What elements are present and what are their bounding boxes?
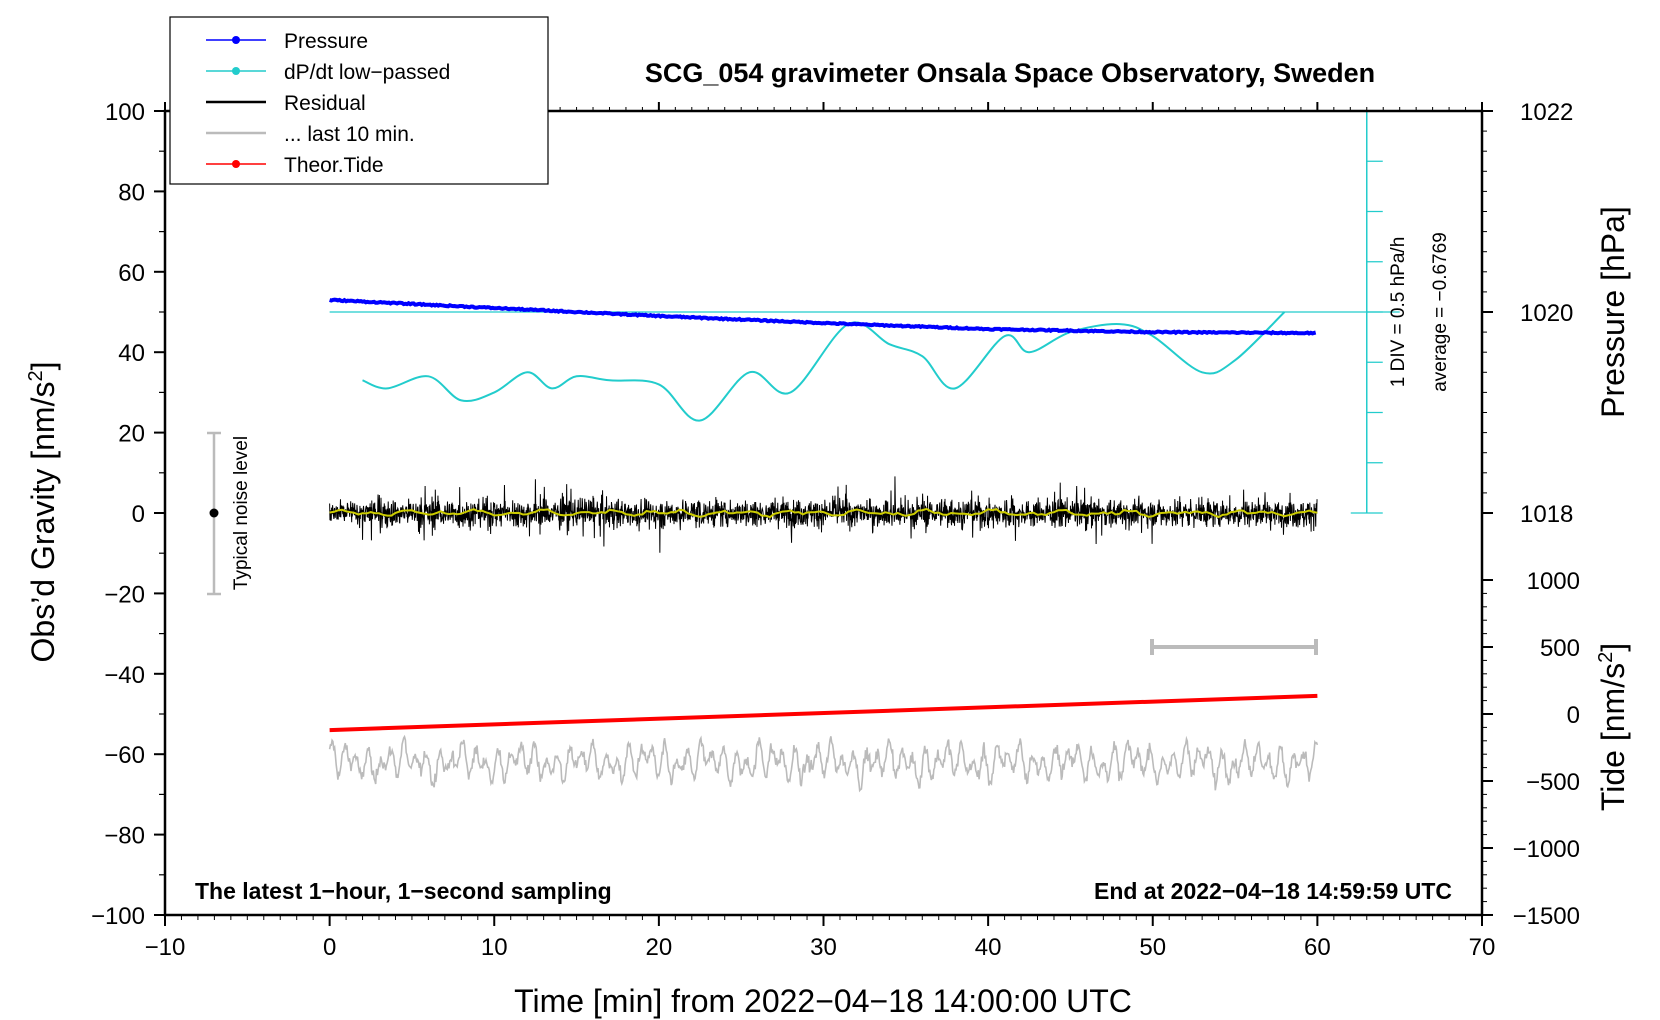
legend-box	[169, 16, 549, 185]
y-tick-label: 80	[118, 179, 145, 206]
residual-smoothed-line	[329, 507, 1318, 519]
legend-label: Pressure	[284, 30, 368, 53]
x-tick-label: 50	[1139, 934, 1166, 961]
legend: Pressure dP/dt low−passed Residual ... l…	[169, 16, 549, 185]
pressure-line	[329, 297, 1317, 336]
legend-label: ... last 10 min.	[284, 123, 415, 146]
x-tick-label: 70	[1469, 934, 1496, 961]
residual-line	[329, 476, 1318, 553]
y-tick-label: −60	[104, 742, 145, 769]
noise-level-bar	[207, 431, 221, 596]
y-tick-label: 0	[132, 501, 145, 528]
chart-title: SCG_054 gravimeter Onsala Space Observat…	[645, 58, 1375, 88]
pressure-tick-label: 1018	[1520, 501, 1573, 528]
dpdt-line	[362, 311, 1286, 422]
legend-entry-residual: Residual	[206, 92, 366, 115]
y-tick-label: 40	[118, 340, 145, 367]
legend-entry-theor-tide: Theor.Tide	[206, 154, 384, 177]
tide-tick-label: −1000	[1513, 836, 1580, 863]
scale-average-label: average = −0.6769	[1430, 232, 1451, 392]
tide-axis-ticks: −1500 −1000 −500 0 500 1000	[1482, 568, 1580, 930]
y-tick-label: 60	[118, 260, 145, 287]
x-tick-label: 60	[1304, 934, 1331, 961]
x-tick-label: 30	[810, 934, 837, 961]
ten-minute-bar	[1150, 639, 1318, 655]
y-tick-label: −20	[104, 581, 145, 608]
x-tick-label: 20	[646, 934, 673, 961]
legend-label: Theor.Tide	[284, 154, 384, 177]
legend-label: Residual	[284, 92, 366, 115]
pressure-tick-label: 1022	[1520, 99, 1573, 126]
y-tick-label: 100	[105, 99, 145, 126]
tide-tick-label: −1500	[1513, 903, 1580, 930]
y-tick-label: −80	[104, 823, 145, 850]
end-time-note: End at 2022−04−18 14:59:59 UTC	[1094, 878, 1452, 904]
legend-entry-last-10-min: ... last 10 min.	[206, 123, 415, 146]
y-tick-label: 20	[118, 421, 145, 448]
x-axis-title: Time [min] from 2022−04−18 14:00:00 UTC	[514, 983, 1132, 1019]
pressure-axis-title: Pressure [hPa]	[1595, 206, 1631, 418]
pressure-scale-bar	[329, 110, 1400, 514]
pressure-axis-ticks: 1018 1020 1022	[1482, 99, 1573, 528]
legend-entry-dpdt: dP/dt low−passed	[206, 61, 450, 84]
sampling-note: The latest 1−hour, 1−second sampling	[195, 878, 612, 904]
tide-tick-label: 1000	[1527, 568, 1580, 595]
y-axis-title: Obs’d Gravity [nm/s2]	[25, 362, 61, 663]
plot-frame	[163, 109, 1484, 917]
noise-level-label: Typical noise level	[231, 436, 252, 590]
x-tick-label: −10	[145, 934, 186, 961]
tide-tick-label: −500	[1526, 769, 1580, 796]
legend-label: dP/dt low−passed	[284, 61, 450, 84]
tide-tick-label: 500	[1540, 635, 1580, 662]
pressure-tick-label: 1020	[1520, 300, 1573, 327]
legend-entry-pressure: Pressure	[206, 30, 368, 53]
scale-division-label: 1 DIV = 0.5 hPa/h	[1388, 237, 1409, 388]
theor-tide-line	[329, 693, 1318, 733]
x-tick-label: 10	[481, 934, 508, 961]
y-tick-label: −100	[91, 903, 145, 930]
tide-axis-title: Tide [nm/s2]	[1595, 643, 1631, 811]
y-axis-ticks: −100 −80 −60 −40 −20 0 20 40 60 80 100	[91, 99, 165, 930]
last-10-min-line	[328, 734, 1319, 793]
x-tick-label: 0	[323, 934, 336, 961]
y-tick-label: −40	[104, 662, 145, 689]
x-tick-label: 40	[975, 934, 1002, 961]
series-layer	[328, 297, 1319, 793]
tide-tick-label: 0	[1567, 702, 1580, 729]
